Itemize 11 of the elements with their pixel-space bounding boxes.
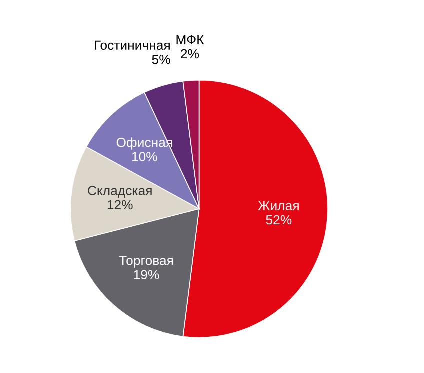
slice-label: Жилая <box>258 201 299 210</box>
data-label: 5% <box>152 54 170 64</box>
slice-label: Гостиничная <box>95 40 170 50</box>
data-label: 2% <box>181 49 200 59</box>
data-label: 19% <box>134 270 160 280</box>
data-label: 12% <box>108 200 133 210</box>
data-label: 10% <box>132 152 158 162</box>
data-label: 52% <box>266 215 292 225</box>
slice-label: МФК <box>176 35 204 44</box>
slice-label: Складская <box>88 186 152 198</box>
slice-label: Торговая <box>119 256 174 268</box>
